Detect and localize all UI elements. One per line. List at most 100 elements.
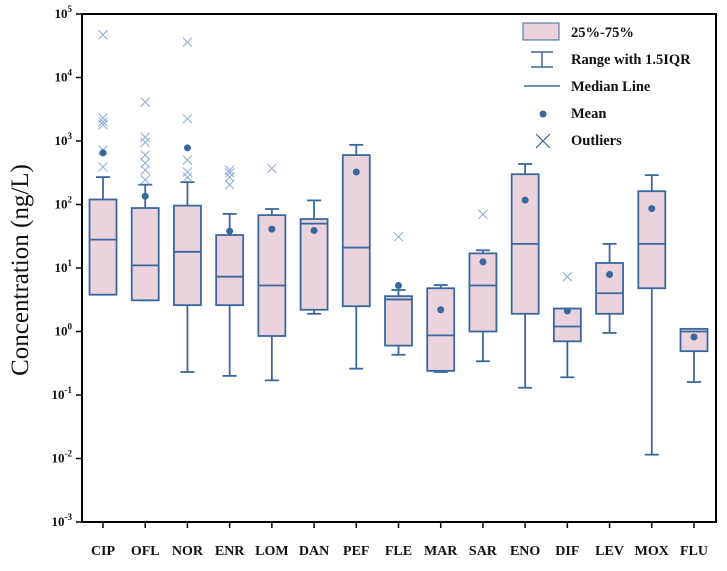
box-mar xyxy=(426,284,456,373)
outlier-stroke xyxy=(224,167,235,178)
legend-whisker-icon xyxy=(531,51,553,68)
outlier-marker xyxy=(393,231,404,242)
box-lev xyxy=(595,242,624,334)
x-tick-label-eno: ENO xyxy=(510,544,540,559)
box-fle xyxy=(384,231,413,356)
outlier-stroke xyxy=(182,113,193,124)
outlier-marker xyxy=(182,172,193,182)
iqr-box xyxy=(341,154,371,308)
box-flu xyxy=(679,327,709,383)
box-cip xyxy=(88,29,118,296)
outlier-marker xyxy=(140,165,151,175)
plot-area xyxy=(81,13,717,523)
y-tick-label: 10-3 xyxy=(52,512,73,529)
outlier-stroke xyxy=(140,165,151,175)
box-nor xyxy=(173,37,202,373)
box-sar xyxy=(468,209,498,363)
legend-outliers-label: Outliers xyxy=(571,133,622,149)
x-tick-label-lev: LEV xyxy=(595,544,624,559)
x-tick-label-pef: PEF xyxy=(343,544,369,559)
y-tick-label: 105 xyxy=(55,4,73,21)
box-ofl xyxy=(130,97,160,302)
x-tick-label-nor: NOR xyxy=(172,544,204,559)
outlier-marker xyxy=(182,155,193,166)
mean-marker xyxy=(648,205,656,213)
outlier-stroke xyxy=(393,231,404,242)
iqr-box xyxy=(215,234,245,307)
outlier-marker xyxy=(182,113,193,124)
mean-marker xyxy=(268,225,276,233)
box-lom xyxy=(257,163,287,382)
y-tick-label: 103 xyxy=(55,131,73,148)
mean-marker xyxy=(141,192,149,200)
outlier-stroke xyxy=(98,29,108,40)
legend-mean-icon xyxy=(539,110,547,118)
x-tick-label-ofl: OFL xyxy=(131,544,160,559)
outlier-stroke xyxy=(224,179,235,190)
outlier-marker xyxy=(140,150,151,160)
mean-marker xyxy=(226,227,234,235)
mean-marker xyxy=(99,149,107,157)
outlier-marker xyxy=(140,132,151,143)
mean-marker xyxy=(395,282,402,290)
outlier-marker xyxy=(224,165,235,175)
mean-marker xyxy=(690,333,698,341)
x-tick-label-mar: MAR xyxy=(424,544,458,559)
y-tick-label: 100 xyxy=(55,322,73,339)
outlier-marker xyxy=(478,209,488,220)
iqr-box xyxy=(130,207,160,302)
outlier-stroke xyxy=(98,162,108,172)
outlier-marker xyxy=(562,271,573,282)
outlier-marker xyxy=(140,137,151,148)
legend-median-label: Median Line xyxy=(571,79,651,95)
x-tick-label-flu: FLU xyxy=(680,544,708,559)
y-axis-label: Concentration (ng/L) xyxy=(7,164,34,376)
legend-whisker-label: Range with 1.5IQR xyxy=(571,52,691,68)
y-tick-label: 10-1 xyxy=(52,385,73,402)
box-dif xyxy=(552,271,582,379)
mean-marker xyxy=(521,196,529,204)
mean-marker xyxy=(352,168,360,176)
outlier-stroke xyxy=(140,137,151,148)
legend-box-swatch xyxy=(522,22,560,41)
outlier-stroke xyxy=(562,271,573,282)
mean-marker xyxy=(563,307,571,315)
mean-marker xyxy=(310,226,318,234)
iqr-box xyxy=(595,262,624,315)
outlier-stroke xyxy=(182,37,193,48)
outlier-marker xyxy=(140,97,151,107)
iqr-box xyxy=(88,198,118,296)
outlier-stroke xyxy=(182,172,193,182)
outlier-marker xyxy=(224,172,235,182)
legend: 25%-75% Range with 1.5IQR Median Line Me… xyxy=(522,22,691,149)
outlier-stroke xyxy=(140,158,151,168)
iqr-box xyxy=(173,204,202,307)
mean-marker xyxy=(606,271,614,279)
outlier-marker xyxy=(182,37,193,48)
legend-outlier-icon xyxy=(535,133,551,149)
mean-marker xyxy=(183,144,191,152)
box-mox xyxy=(637,174,667,456)
x-tick-label-dif: DIF xyxy=(555,544,579,559)
outlier-stroke xyxy=(224,165,235,175)
iqr-box xyxy=(384,295,413,347)
outlier-marker xyxy=(182,167,193,177)
y-tick-label: 10-2 xyxy=(52,449,73,466)
x-tick-label-fle: FLE xyxy=(385,544,412,559)
outlier-stroke xyxy=(140,97,151,107)
outlier-stroke xyxy=(182,155,193,166)
outlier-marker xyxy=(98,29,108,40)
x-tick-label-mox: MOX xyxy=(635,544,669,559)
iqr-box xyxy=(257,214,287,337)
x-tick-label-enr: ENR xyxy=(215,544,245,559)
legend-box-label: 25%-75% xyxy=(571,25,634,41)
outlier-stroke xyxy=(98,119,108,130)
x-tick-label-cip: CIP xyxy=(91,544,116,559)
box-eno xyxy=(510,163,540,389)
x-tick-label-dan: DAN xyxy=(299,544,329,559)
y-tick-label: 102 xyxy=(55,195,73,212)
box-dan xyxy=(299,199,329,315)
iqr-box xyxy=(426,287,456,372)
x-tick-label-sar: SAR xyxy=(469,544,498,559)
